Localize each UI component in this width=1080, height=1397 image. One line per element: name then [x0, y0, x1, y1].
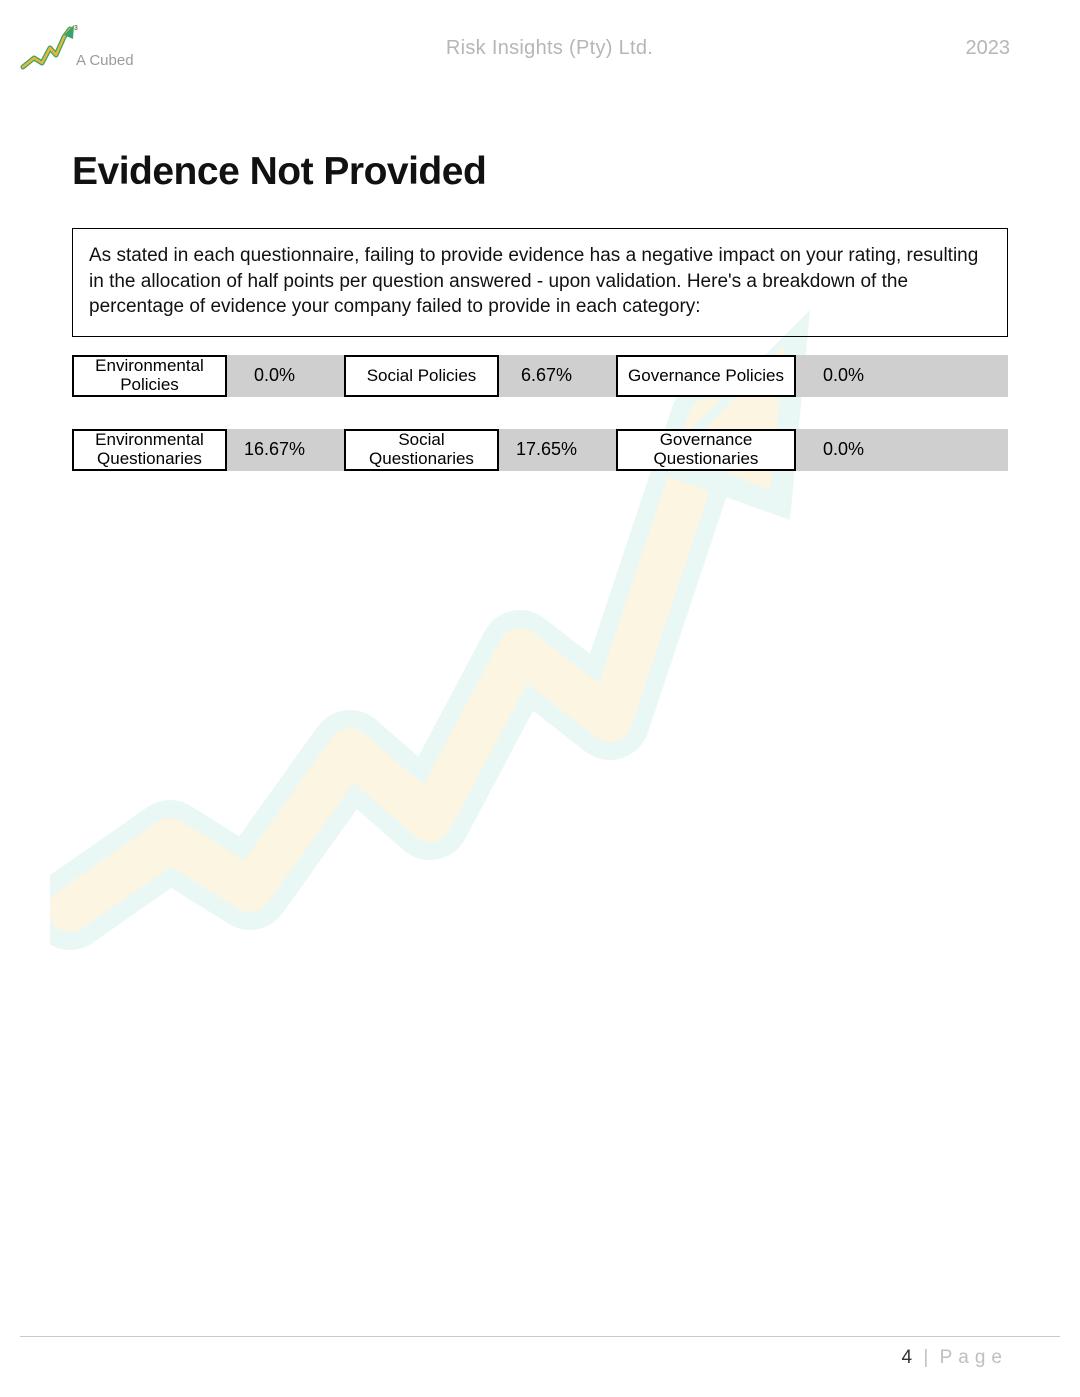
data-rows-container: Environmental Policies0.0%Social Policie… — [72, 355, 1008, 471]
category-label: Governance Policies — [616, 355, 796, 397]
data-row: Environmental Policies0.0%Social Policie… — [72, 355, 1008, 397]
category-value: 17.65% — [499, 429, 594, 471]
cell-gap — [594, 429, 616, 471]
category-value: 16.67% — [227, 429, 322, 471]
logo: 3 A Cubed — [20, 23, 134, 73]
page-header: 3 A Cubed Risk Insights (Pty) Ltd. 2023 — [0, 0, 1080, 78]
intro-box: As stated in each questionnaire, failing… — [72, 228, 1008, 337]
data-row: Environmental Questionaries16.67% Social … — [72, 429, 1008, 471]
footer-separator: | — [923, 1347, 928, 1368]
page-title: Evidence Not Provided — [72, 150, 1008, 194]
category-label: Social Questionaries — [344, 429, 499, 471]
cell-gap — [322, 355, 344, 397]
footer-divider — [20, 1336, 1060, 1337]
cell-gap — [322, 429, 344, 471]
cell-gap — [594, 355, 616, 397]
category-value: 0.0% — [796, 429, 891, 471]
category-label: Environmental Questionaries — [72, 429, 227, 471]
logo-arrow-icon: 3 — [20, 23, 78, 73]
category-label: Governance Questionaries — [616, 429, 796, 471]
category-value: 6.67% — [499, 355, 594, 397]
category-value: 0.0% — [227, 355, 322, 397]
page-footer: 4 | Page — [902, 1347, 1008, 1369]
content-area: Evidence Not Provided As stated in each … — [0, 78, 1080, 471]
category-label: Social Policies — [344, 355, 499, 397]
page-label: Page — [940, 1347, 1008, 1368]
svg-text:3: 3 — [74, 25, 78, 32]
page-number: 4 — [902, 1347, 913, 1368]
company-name: Risk Insights (Pty) Ltd. — [134, 37, 966, 60]
category-label: Environmental Policies — [72, 355, 227, 397]
category-value: 0.0% — [796, 355, 891, 397]
document-year: 2023 — [966, 37, 1011, 60]
logo-text: A Cubed — [76, 52, 134, 69]
